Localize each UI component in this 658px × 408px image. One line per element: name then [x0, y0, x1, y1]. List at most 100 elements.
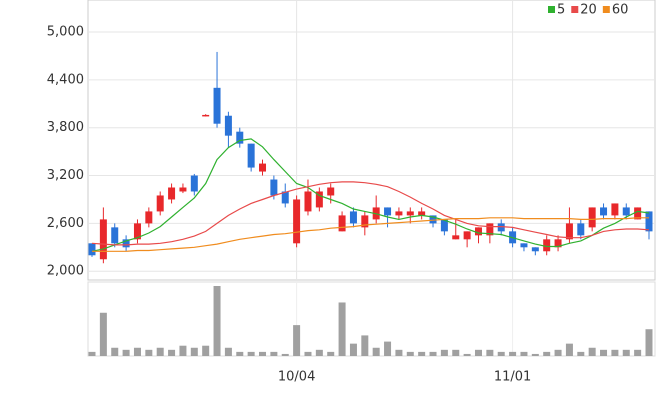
- volume-bar: [520, 351, 528, 356]
- volume-bar: [224, 347, 232, 356]
- candle-body: [327, 187, 335, 196]
- volume-bar: [281, 353, 289, 356]
- ma-line: [92, 217, 649, 252]
- candle-body: [349, 211, 357, 224]
- volume-bar: [429, 351, 437, 356]
- candle-body: [122, 239, 130, 248]
- volume-bar: [554, 349, 562, 356]
- y-tick-label: 2,600: [47, 216, 84, 231]
- volume-bar: [577, 351, 585, 356]
- candle-body: [213, 87, 221, 124]
- legend-swatch: [602, 6, 610, 13]
- candle-body: [384, 207, 392, 216]
- candle-body: [474, 227, 482, 236]
- volume-bar: [349, 343, 357, 356]
- x-tick-label: 10/04: [278, 370, 315, 385]
- candle-body: [145, 211, 153, 224]
- candle-body: [259, 163, 267, 172]
- y-tick-label: 5,000: [47, 25, 84, 40]
- candle-body: [179, 187, 187, 192]
- y-tick-label: 3,200: [47, 168, 84, 183]
- candle-body: [577, 223, 585, 236]
- candle-body: [361, 215, 369, 228]
- candle-body: [543, 239, 551, 252]
- volume-bar: [133, 347, 141, 356]
- candle-body: [168, 187, 176, 200]
- candle-body: [497, 223, 505, 232]
- legend-label: 5: [557, 3, 565, 18]
- candle-body: [88, 243, 96, 256]
- candle-body: [440, 219, 448, 232]
- candle-body: [486, 223, 494, 236]
- volume-bar: [543, 351, 551, 356]
- legend-label: 20: [580, 3, 597, 18]
- y-tick-label: 2,000: [47, 264, 84, 279]
- volume-bar: [611, 349, 619, 356]
- volume-bar: [236, 351, 244, 356]
- legend-swatch: [571, 6, 579, 13]
- candle-body: [224, 115, 232, 136]
- volume-bar: [463, 353, 471, 356]
- volume-bar: [588, 347, 596, 356]
- volume-bar: [145, 349, 153, 356]
- candle-body: [634, 207, 642, 220]
- volume-bar: [372, 347, 380, 356]
- volume-bar: [213, 286, 221, 356]
- candle-body: [395, 211, 403, 216]
- volume-bar: [440, 349, 448, 356]
- ma-line: [91, 138, 650, 252]
- legend-label: 60: [612, 3, 629, 18]
- volume-bar: [259, 351, 267, 356]
- candle-body: [531, 247, 539, 252]
- volume-bar: [406, 351, 414, 356]
- candle-body: [293, 199, 301, 244]
- candle-body: [133, 223, 141, 240]
- candle-body: [645, 211, 653, 232]
- volume-frame: [87, 281, 656, 357]
- candle-body: [406, 211, 414, 216]
- volume-bar: [270, 351, 278, 356]
- x-tick-label: 11/01: [494, 370, 531, 385]
- volume-bar: [418, 351, 426, 356]
- volume-bar: [565, 343, 573, 356]
- candle-body: [270, 179, 278, 196]
- volume-bar: [395, 349, 403, 356]
- volume-bar: [509, 351, 517, 356]
- volume-bar: [111, 347, 119, 356]
- candle-body: [611, 203, 619, 216]
- volume-bar: [622, 349, 630, 356]
- candle-body: [156, 195, 164, 212]
- legend-swatch: [548, 6, 555, 13]
- volume-bar: [531, 353, 539, 356]
- volume-bar: [338, 302, 346, 356]
- candle-body: [202, 114, 210, 117]
- candle-body: [418, 211, 426, 216]
- candle-body: [600, 207, 608, 216]
- candle-body: [554, 239, 562, 248]
- volume-bar: [315, 349, 323, 356]
- volume-bar: [634, 349, 642, 356]
- candle-body: [588, 207, 596, 228]
- candle-body: [99, 219, 107, 260]
- volume-bar: [486, 349, 494, 356]
- volume-bar: [497, 351, 505, 356]
- y-tick-label: 3,800: [47, 120, 84, 135]
- candle-body: [565, 223, 573, 240]
- volume-bar: [327, 351, 335, 356]
- volume-bar: [247, 351, 255, 356]
- candle-body: [190, 175, 198, 192]
- volume-bar: [452, 349, 460, 356]
- candle-body: [315, 191, 323, 208]
- candle-body: [111, 227, 119, 244]
- y-tick-label: 4,400: [47, 72, 84, 87]
- volume-bar: [168, 349, 176, 356]
- volume-bar: [384, 341, 392, 356]
- candle-body: [463, 231, 471, 240]
- candle-body: [429, 215, 437, 224]
- volume-bar: [474, 349, 482, 356]
- ma-line: [91, 181, 650, 246]
- candle-body: [236, 131, 244, 144]
- volume-bar: [88, 351, 96, 356]
- volume-bar: [361, 335, 369, 356]
